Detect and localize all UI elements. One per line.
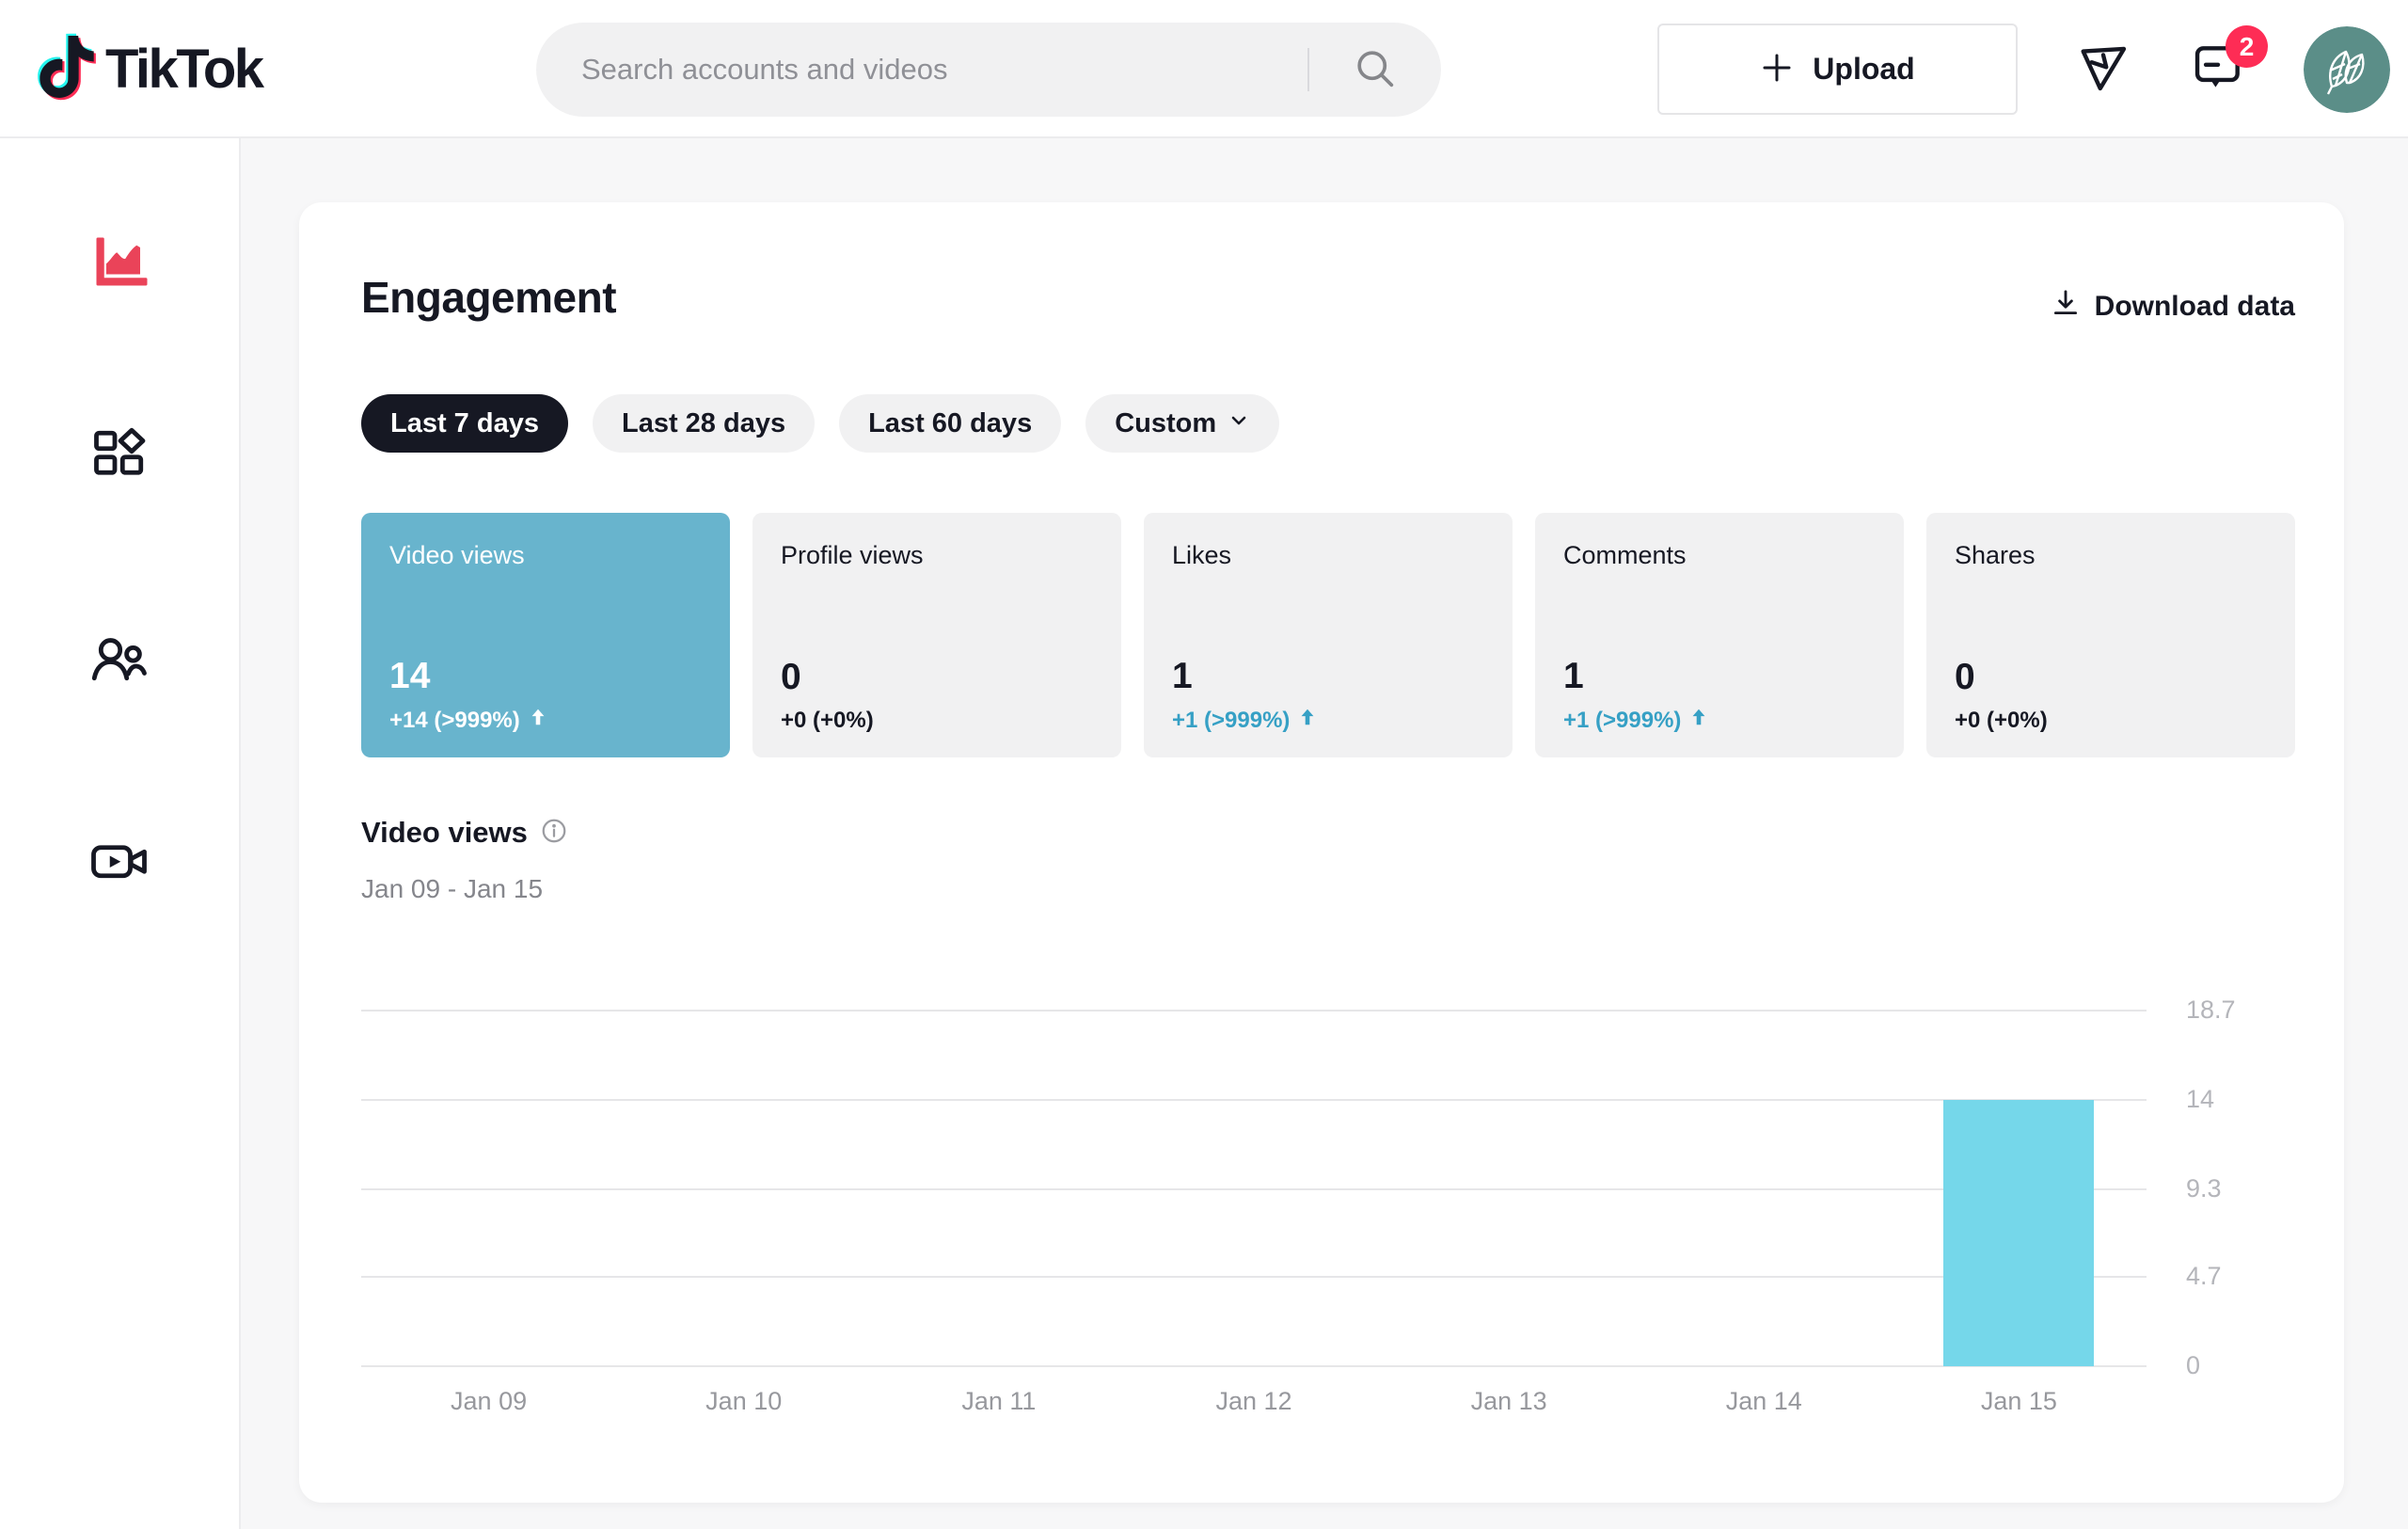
metric-value: 1 xyxy=(1563,657,1876,697)
metric-value: 14 xyxy=(389,657,702,697)
y-axis-tick-label: 4.7 xyxy=(2186,1262,2295,1291)
up-arrow-icon xyxy=(528,707,548,734)
metric-change: +1 (>999%) xyxy=(1563,707,1876,734)
chevron-down-icon xyxy=(1228,408,1250,439)
inbox-button[interactable]: 2 xyxy=(2189,39,2247,100)
notification-badge: 2 xyxy=(2226,25,2268,68)
y-axis-tick-label: 0 xyxy=(2186,1351,2295,1380)
metric-change-text: +0 (+0%) xyxy=(781,708,874,734)
metric-card-profile-views[interactable]: Profile views 0 +0 (+0%) xyxy=(752,513,1121,757)
chart-plot xyxy=(361,1011,2147,1366)
analytics-chart-icon xyxy=(87,287,154,301)
chart-gridline xyxy=(361,1365,2147,1367)
sidebar-item-analytics[interactable] xyxy=(87,231,154,298)
metric-change-text: +1 (>999%) xyxy=(1172,708,1290,734)
sidebar-item-content[interactable] xyxy=(87,422,154,490)
metric-label: Likes xyxy=(1172,541,1484,570)
x-axis-tick-label: Jan 09 xyxy=(361,1387,616,1416)
metric-value: 0 xyxy=(1955,658,2267,698)
chart-header: Video views xyxy=(361,816,568,850)
top-bar: TikTok Upload xyxy=(0,0,2408,138)
share-icon xyxy=(2074,39,2132,100)
date-filter-group: Last 7 days Last 28 days Last 60 days Cu… xyxy=(361,394,1279,453)
share-button[interactable] xyxy=(2074,39,2132,100)
metric-card-likes[interactable]: Likes 1 +1 (>999%) xyxy=(1144,513,1513,757)
x-axis-tick-label: Jan 11 xyxy=(871,1387,1126,1416)
download-label: Download data xyxy=(2095,291,2295,323)
y-axis-tick-label: 14 xyxy=(2186,1085,2295,1114)
metric-change: +14 (>999%) xyxy=(389,707,702,734)
metric-change: +0 (+0%) xyxy=(781,708,1093,734)
filter-custom[interactable]: Custom xyxy=(1085,394,1279,453)
x-axis-tick-label: Jan 12 xyxy=(1126,1387,1381,1416)
chart-bar[interactable] xyxy=(1943,1100,2094,1366)
x-axis-tick-label: Jan 10 xyxy=(616,1387,871,1416)
header-actions: Upload 2 xyxy=(1657,0,2390,138)
metric-card-shares[interactable]: Shares 0 +0 (+0%) xyxy=(1926,513,2295,757)
filter-label: Last 60 days xyxy=(868,408,1032,439)
bar-chart: 18.7149.34.70Jan 09Jan 10Jan 11Jan 12Jan… xyxy=(361,1011,2295,1425)
x-axis-tick-label: Jan 14 xyxy=(1637,1387,1892,1416)
sidebar xyxy=(0,138,241,1529)
filter-last-28-days[interactable]: Last 28 days xyxy=(593,394,815,453)
sidebar-item-live[interactable] xyxy=(87,830,154,898)
chart-gridline xyxy=(361,1188,2147,1190)
search-input[interactable] xyxy=(536,53,1307,87)
tiktok-note-icon xyxy=(36,32,98,106)
metric-change-text: +0 (+0%) xyxy=(1955,708,2048,734)
search-bar xyxy=(536,23,1441,117)
metric-label: Profile views xyxy=(781,541,1093,570)
tiktok-wordmark: TikTok xyxy=(105,38,262,101)
engagement-card: Engagement Download data Last 7 days Las… xyxy=(299,202,2344,1503)
search-button[interactable] xyxy=(1309,23,1441,117)
filter-label: Custom xyxy=(1115,408,1216,439)
content-grid-icon xyxy=(87,479,154,493)
upload-label: Upload xyxy=(1813,52,1914,87)
y-axis-tick-label: 9.3 xyxy=(2186,1174,2295,1203)
chart-date-range: Jan 09 - Jan 15 xyxy=(361,874,543,904)
metric-card-video-views[interactable]: Video views 14 +14 (>999%) xyxy=(361,513,730,757)
metric-change: +1 (>999%) xyxy=(1172,707,1484,734)
metric-change-text: +1 (>999%) xyxy=(1563,708,1681,734)
filter-last-60-days[interactable]: Last 60 days xyxy=(839,394,1061,453)
metric-card-comments[interactable]: Comments 1 +1 (>999%) xyxy=(1535,513,1904,757)
live-camera-icon xyxy=(87,886,154,900)
upload-button[interactable]: Upload xyxy=(1657,24,2018,115)
chart-gridline xyxy=(361,1010,2147,1011)
followers-icon xyxy=(87,686,154,700)
metric-value: 0 xyxy=(781,658,1093,698)
plus-icon xyxy=(1760,51,1794,88)
metric-change-text: +14 (>999%) xyxy=(389,708,520,734)
filter-label: Last 7 days xyxy=(390,408,539,439)
sidebar-item-followers[interactable] xyxy=(87,629,154,697)
chart-gridline xyxy=(361,1099,2147,1101)
search-icon xyxy=(1351,44,1400,96)
up-arrow-icon xyxy=(1297,707,1318,734)
metric-label: Comments xyxy=(1563,541,1876,570)
metric-label: Shares xyxy=(1955,541,2267,570)
chart-gridline xyxy=(361,1276,2147,1278)
filter-label: Last 28 days xyxy=(622,408,785,439)
up-arrow-icon xyxy=(1688,707,1709,734)
page-title: Engagement xyxy=(361,272,616,323)
x-axis-tick-label: Jan 15 xyxy=(1892,1387,2147,1416)
metric-cards: Video views 14 +14 (>999%) Profile views… xyxy=(361,513,2295,757)
tiktok-logo[interactable]: TikTok xyxy=(36,0,262,138)
y-axis-tick-label: 18.7 xyxy=(2186,995,2295,1025)
chart-title: Video views xyxy=(361,816,528,850)
metric-label: Video views xyxy=(389,541,702,570)
download-data-button[interactable]: Download data xyxy=(2050,287,2295,327)
info-icon[interactable] xyxy=(540,817,568,850)
x-axis-tick-label: Jan 13 xyxy=(1382,1387,1637,1416)
metric-change: +0 (+0%) xyxy=(1955,708,2267,734)
download-icon xyxy=(2050,287,2082,327)
metric-value: 1 xyxy=(1172,657,1484,697)
avatar[interactable] xyxy=(2304,26,2390,113)
filter-last-7-days[interactable]: Last 7 days xyxy=(361,394,568,453)
